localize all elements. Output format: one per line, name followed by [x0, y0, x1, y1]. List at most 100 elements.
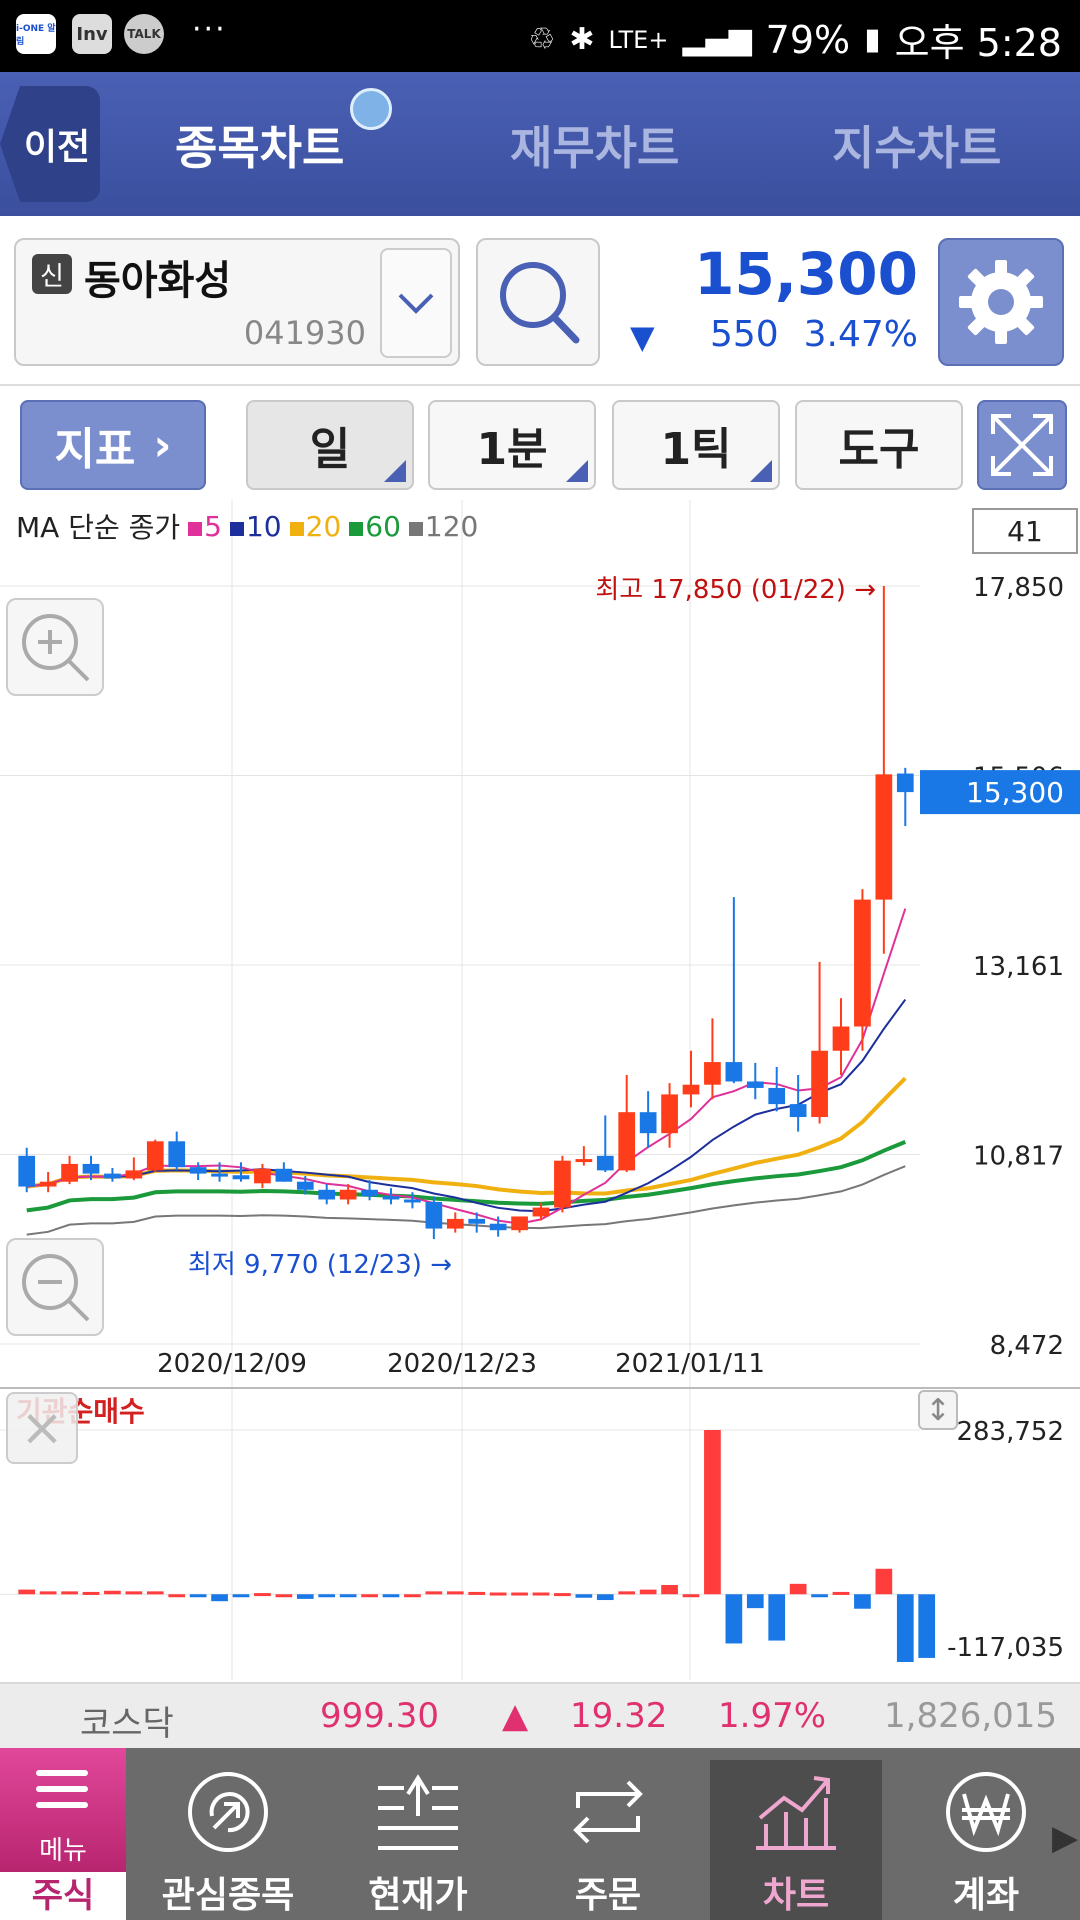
- signal-icon: ▂▄▆: [682, 22, 752, 57]
- stock-category-tab[interactable]: 주식: [0, 1872, 126, 1920]
- institution-net-buy-bar: [575, 1594, 593, 1598]
- zoom-out-button[interactable]: [6, 1238, 104, 1336]
- credit-badge: 신: [32, 254, 72, 294]
- institution-net-buy-bar: [811, 1594, 828, 1598]
- candle-body: [875, 774, 893, 900]
- watchlist-icon: [188, 1772, 268, 1852]
- market-index-bar[interactable]: 코스닥 999.30 ▲ 19.32 1.97% 1,826,015: [0, 1682, 1080, 1748]
- candle-body: [554, 1160, 571, 1208]
- nav-chart[interactable]: 차트: [710, 1760, 882, 1920]
- ma-legend-label: MA 단순 종가: [16, 511, 181, 544]
- nav-order[interactable]: 주문: [518, 1748, 698, 1920]
- ma-10-line: [26, 999, 907, 1213]
- nav-current-price[interactable]: 현재가: [328, 1748, 508, 1920]
- period-minute-button[interactable]: 1분: [428, 400, 596, 490]
- title-bar: 이전 종목차트 재무차트 지수차트: [0, 72, 1080, 216]
- stock-code: 041930: [243, 314, 366, 352]
- candle-body: [39, 1181, 57, 1187]
- clock: 오후 5:28: [894, 21, 1062, 65]
- resize-handle[interactable]: ↕: [918, 1390, 958, 1430]
- settings-button[interactable]: [938, 238, 1064, 366]
- institution-net-buy-bar: [532, 1592, 550, 1596]
- institution-net-buy-bar: [596, 1594, 614, 1601]
- candle-body: [61, 1163, 78, 1182]
- ma-20-legend: 20: [289, 510, 341, 543]
- institution-net-buy-bar: [39, 1591, 57, 1595]
- tools-button[interactable]: 도구: [795, 400, 963, 490]
- indicator-button[interactable]: 지표 ›: [20, 400, 206, 490]
- price-change: 550: [710, 314, 779, 355]
- institution-net-buy-bar: [554, 1593, 571, 1597]
- sync-icon[interactable]: [350, 88, 392, 130]
- candle-body: [704, 1062, 721, 1085]
- institution-net-buy-bar: [382, 1594, 400, 1598]
- status-bar: i-ONE 알림 Inv TALK ··· ♲ ✱ LTE+ ▂▄▆ 79% ▮…: [0, 0, 1080, 72]
- candle-body: [511, 1216, 528, 1231]
- candle-body: [661, 1094, 678, 1134]
- change-down-arrow: ▼: [630, 318, 655, 356]
- period-minute-label: 1분: [476, 424, 548, 475]
- market-change: 19.32: [570, 1696, 668, 1736]
- zoom-in-button[interactable]: [6, 598, 104, 696]
- institution-net-buy-bar: [789, 1583, 807, 1595]
- institution-net-buy-bar: [404, 1594, 421, 1598]
- institution-net-buy-bar: [168, 1594, 186, 1598]
- candle-body: [425, 1201, 443, 1229]
- candle-body: [211, 1173, 228, 1177]
- battery-percent: 79%: [765, 17, 851, 62]
- institution-net-buy-bar: [275, 1594, 293, 1598]
- tab-financial-chart[interactable]: 재무차트: [510, 121, 680, 175]
- menu-label: 메뉴: [39, 1836, 87, 1866]
- order-icon: [573, 1780, 643, 1844]
- institution-net-buy-bar: [446, 1591, 464, 1595]
- institution-net-buy-bar: [104, 1590, 121, 1595]
- tab-index-chart[interactable]: 지수차트: [832, 121, 1002, 175]
- nav-account[interactable]: 계좌: [896, 1748, 1076, 1920]
- candle-body: [82, 1163, 100, 1174]
- x-tick-label: 2021/01/11: [615, 1349, 765, 1379]
- sub-y-tick-label: -117,035: [947, 1633, 1064, 1663]
- menu-button[interactable]: 메뉴: [0, 1748, 126, 1872]
- dropdown-corner-icon: [384, 460, 406, 482]
- zoom-in-icon: [22, 614, 90, 682]
- candle-body: [468, 1218, 486, 1224]
- stock-dropdown-button[interactable]: [380, 248, 452, 358]
- resize-vertical-icon: ↕: [925, 1392, 951, 1428]
- current-price-tag-label: 15,300: [966, 776, 1064, 809]
- tab-stock-chart[interactable]: 종목차트: [175, 121, 345, 175]
- institution-net-buy-bar: [232, 1594, 250, 1598]
- dropdown-corner-icon: [566, 460, 588, 482]
- candle-body: [232, 1175, 250, 1180]
- candle-body: [789, 1104, 807, 1118]
- market-name: 코스닥: [80, 1704, 174, 1744]
- institution-net-buy-bar: [918, 1594, 936, 1658]
- inv-app-icon: Inv: [72, 14, 112, 54]
- chart-area[interactable]: 17,85015,50613,16110,8178,4722020/12/092…: [0, 500, 1080, 1680]
- current-price-tag: [920, 770, 1080, 815]
- price-chart-svg[interactable]: 17,85015,50613,16110,8178,4722020/12/092…: [0, 500, 1080, 1680]
- candle-body: [596, 1155, 614, 1171]
- nav-watchlist-label: 관심종목: [161, 1875, 295, 1916]
- stock-selector[interactable]: 신 동아화성 041930: [14, 238, 460, 366]
- close-sub-chart-button[interactable]: ×: [6, 1392, 78, 1464]
- ma-60-legend: 60: [349, 510, 401, 543]
- institution-net-buy-bar: [489, 1592, 507, 1596]
- market-up-arrow: ▲: [502, 1696, 529, 1736]
- institution-net-buy-bar: [361, 1594, 378, 1598]
- nav-more-arrow[interactable]: ▶: [1052, 1818, 1079, 1858]
- candle-body: [575, 1159, 593, 1163]
- nav-watchlist[interactable]: 관심종목: [138, 1748, 318, 1920]
- fullscreen-button[interactable]: [977, 400, 1067, 490]
- search-button[interactable]: [476, 238, 600, 366]
- battery-icon: ▮: [864, 22, 881, 57]
- candle-body: [618, 1112, 636, 1171]
- gear-icon: [959, 260, 1043, 344]
- period-tick-button[interactable]: 1틱: [612, 400, 780, 490]
- ma-5-legend: 5: [188, 510, 222, 543]
- period-day-button[interactable]: 일: [246, 400, 414, 490]
- visible-count-input[interactable]: 41: [972, 508, 1078, 554]
- back-button[interactable]: 이전: [0, 86, 100, 202]
- nav-chart-label: 차트: [762, 1875, 830, 1916]
- price-icon: [378, 1774, 458, 1850]
- candle-body: [189, 1167, 207, 1174]
